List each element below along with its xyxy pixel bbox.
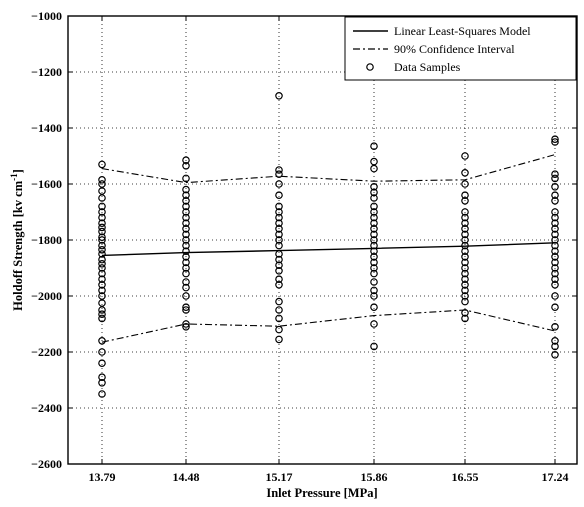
confidence-upper-line xyxy=(102,155,555,183)
confidence-lower-line xyxy=(102,310,555,342)
series-layer xyxy=(102,155,555,343)
y-tick-label: −1600 xyxy=(31,177,62,191)
y-axis-label: Holdoff Strength [kv cm-1] xyxy=(9,169,25,311)
data-sample-point xyxy=(276,298,282,304)
data-sample-point xyxy=(276,326,282,332)
linear-model-line xyxy=(102,243,555,256)
x-tick-label: 17.24 xyxy=(542,470,569,484)
y-tick-label: −1400 xyxy=(31,121,62,135)
x-tick-label: 16.55 xyxy=(452,470,479,484)
y-tick-label: −1000 xyxy=(31,9,62,23)
data-sample-point xyxy=(276,336,282,342)
x-tick-label: 14.48 xyxy=(173,470,200,484)
y-tick-label: −2000 xyxy=(31,289,62,303)
x-axis-label: Inlet Pressure [MPa] xyxy=(266,486,377,500)
x-tick-label: 15.17 xyxy=(266,470,293,484)
legend-linear-label: Linear Least-Squares Model xyxy=(394,24,531,38)
grid-lines xyxy=(68,16,577,464)
data-sample-point xyxy=(276,93,282,99)
legend-samples-label: Data Samples xyxy=(394,60,461,74)
y-tick-label: −1800 xyxy=(31,233,62,247)
legend: Linear Least-Squares Model 90% Confidenc… xyxy=(345,17,576,80)
x-tick-label: 15.86 xyxy=(361,470,388,484)
data-sample-point xyxy=(371,158,377,164)
x-tick-label: 13.79 xyxy=(89,470,116,484)
y-tick-label: −2600 xyxy=(31,457,62,471)
legend-confidence-label: 90% Confidence Interval xyxy=(394,42,515,56)
y-tick-label: −1200 xyxy=(31,65,62,79)
y-tick-label: −2400 xyxy=(31,401,62,415)
y-tick-label: −2200 xyxy=(31,345,62,359)
